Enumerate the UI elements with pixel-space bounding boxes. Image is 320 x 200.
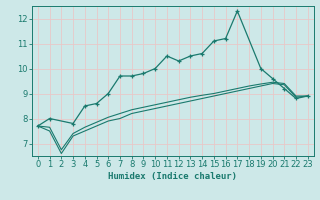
X-axis label: Humidex (Indice chaleur): Humidex (Indice chaleur) bbox=[108, 172, 237, 181]
